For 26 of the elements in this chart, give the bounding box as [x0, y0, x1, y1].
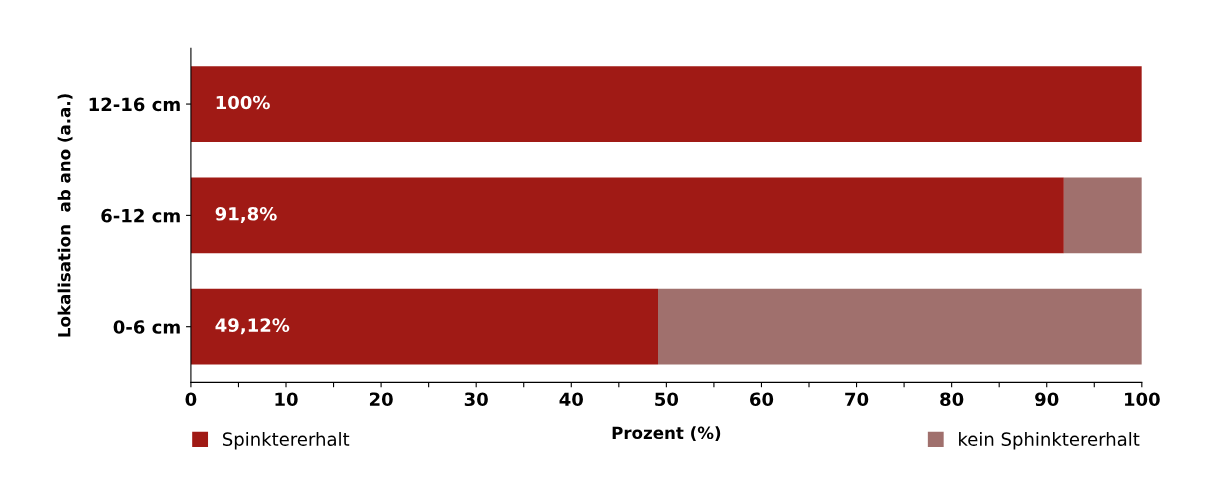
- data-label: 100%: [216, 95, 270, 110]
- x-tick-label: 50: [655, 392, 679, 407]
- y-tick-label: 6-12 cm: [101, 208, 180, 223]
- x-tick-label: 30: [464, 392, 488, 407]
- y-tick-label: 0-6 cm: [113, 320, 180, 334]
- x-tick-label: 70: [845, 392, 869, 407]
- x-tick-label: 20: [369, 392, 393, 407]
- bar: [1063, 177, 1142, 254]
- legend-label: kein Sphinktererhalt: [959, 432, 1140, 450]
- bar: [190, 66, 1142, 142]
- x-axis-title: Prozent (%): [612, 426, 721, 442]
- x-tick-label: 60: [750, 392, 774, 407]
- x-tick-label: 100: [1125, 392, 1160, 407]
- x-tick-label: 90: [1035, 392, 1059, 407]
- x-tick-label: 0: [185, 392, 197, 407]
- bar: [190, 177, 1064, 254]
- bar: [658, 288, 1142, 365]
- data-label: 91,8%: [215, 206, 277, 223]
- x-tick-label: 10: [275, 392, 298, 407]
- y-tick-label: 12-16 cm: [89, 97, 180, 112]
- bar: [190, 288, 658, 365]
- y-axis-title: Lokalisation ab ano (a.a.): [57, 94, 73, 337]
- data-label: 49,12%: [215, 318, 290, 335]
- x-tick-label: 80: [940, 392, 964, 407]
- x-tick-label: 40: [559, 392, 583, 407]
- legend-label: Spinktererhalt: [222, 432, 350, 450]
